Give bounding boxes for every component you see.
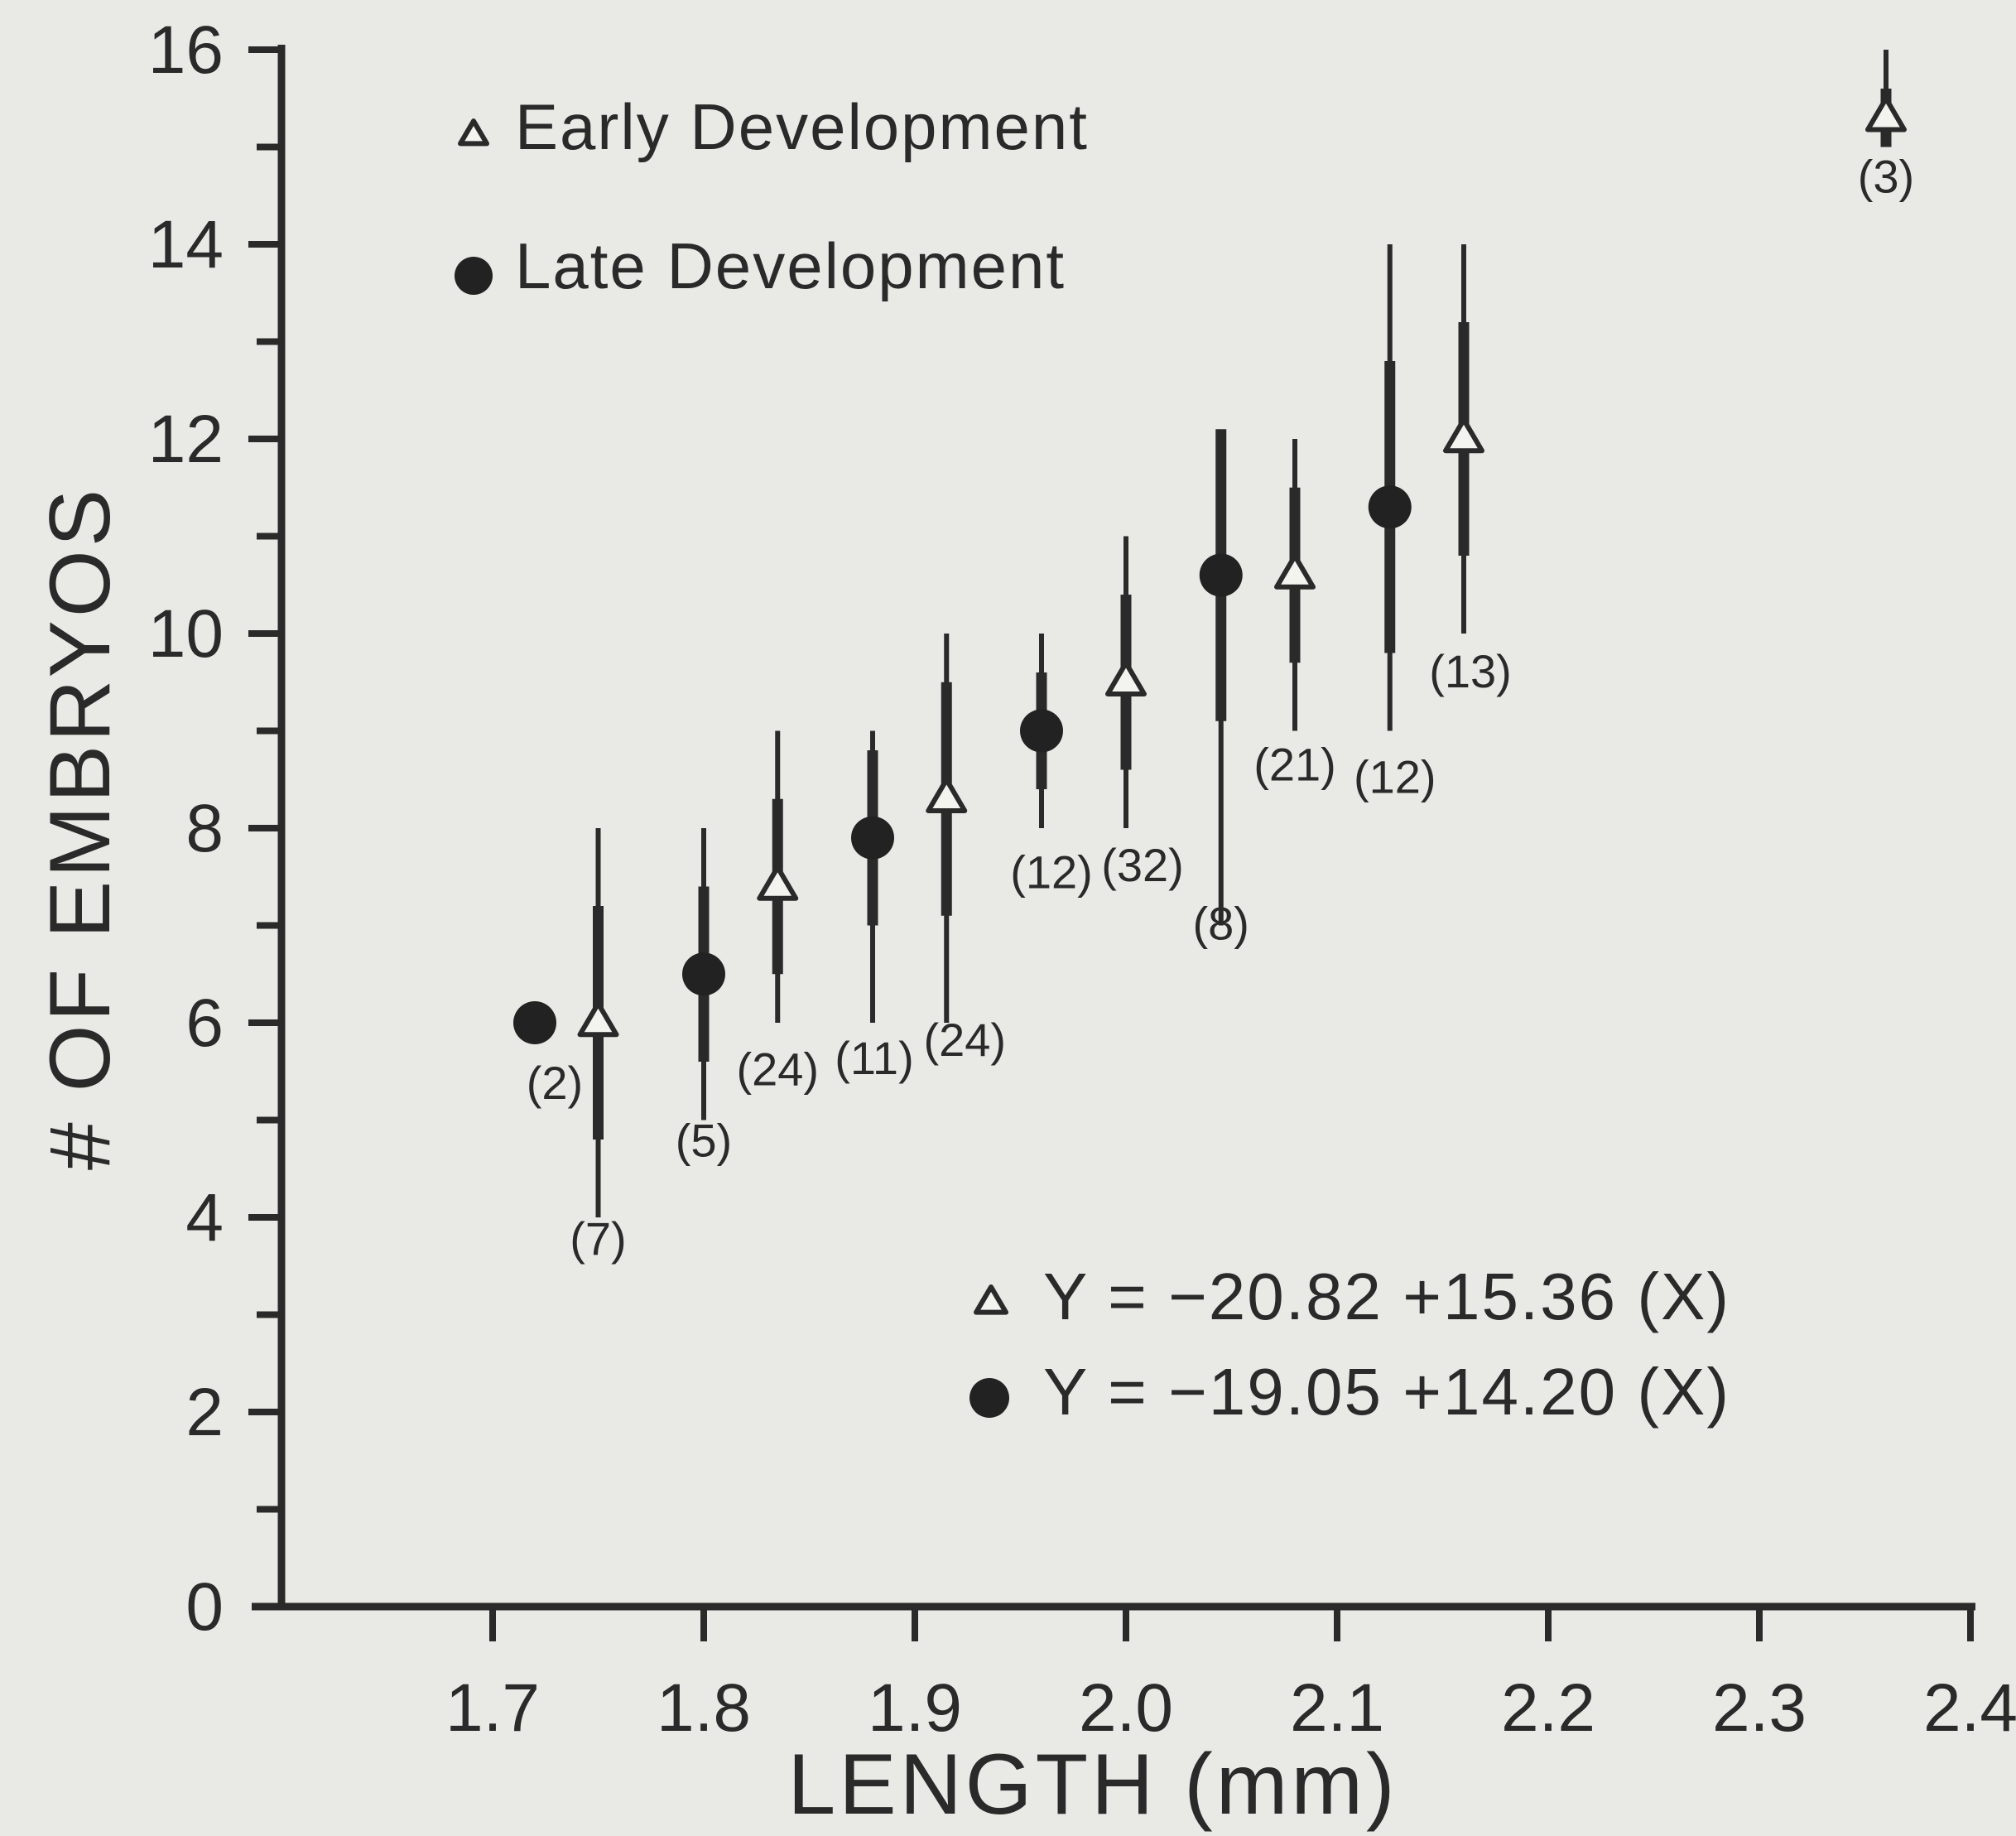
triangle-marker (1443, 417, 1484, 454)
triangle-marker (926, 777, 968, 813)
triangle-marker (757, 865, 799, 901)
x-tick-label: 2.2 (1501, 1670, 1595, 1746)
x-tick-label: 2.1 (1290, 1670, 1384, 1746)
circle-marker (682, 952, 725, 996)
sample-size-label: (7) (570, 1212, 626, 1265)
sample-size-label: (3) (1858, 150, 1914, 202)
equation-triangle-icon (974, 1284, 1008, 1315)
x-tick-label: 2.3 (1712, 1670, 1807, 1746)
circle-marker (851, 816, 894, 860)
circle-marker (1368, 485, 1412, 529)
y-tick-label: 14 (148, 207, 224, 282)
y-tick-label: 4 (185, 1180, 224, 1255)
axes: 0 2 4 6 8 10 12 14 16 1.7 1.8 1.9 2.0 2.1 2.2 2.3 2.4 LEN… (32, 12, 2016, 1833)
y-tick-label: 2 (185, 1375, 224, 1450)
legend-late-label: Late Development (515, 229, 1066, 302)
sample-size-label: (12) (1010, 846, 1093, 899)
sample-size-label: (8) (1193, 898, 1249, 950)
x-tick-label: 1.9 (868, 1670, 962, 1746)
y-tick-label: 10 (148, 596, 224, 672)
sample-size-label: (21) (1253, 739, 1336, 791)
y-tick-label: 0 (185, 1569, 224, 1645)
sample-size-label: (11) (835, 1032, 913, 1084)
triangle-marker (577, 1000, 619, 1038)
x-tick-label: 2.0 (1079, 1670, 1173, 1746)
legend-triangle-icon (458, 118, 489, 147)
sample-size-label: (24) (923, 1014, 1006, 1066)
chart-marks: (7) (24) (24) (32) (21) (13) (3) (2) (5) (11) (12)… (513, 50, 1914, 1265)
y-tick-label: 12 (148, 402, 224, 477)
x-axis-title: LENGTH (mm) (787, 1737, 1398, 1833)
triangle-marker (1274, 553, 1316, 590)
equation-early: Y = −20.82 +15.36 (X) (1043, 1260, 1730, 1333)
x-tick-label: 2.4 (1923, 1670, 2016, 1746)
equations: Y = −20.82 +15.36 (X) Y = −19.05 +14.20 (… (970, 1260, 1730, 1429)
triangle-marker (1105, 660, 1147, 696)
sample-size-label: (5) (676, 1114, 732, 1166)
y-tick-label: 6 (185, 985, 224, 1061)
y-axis-title: # OF EMBRYOS (32, 486, 128, 1170)
sample-size-label: (13) (1429, 645, 1512, 697)
circle-marker (1199, 553, 1243, 597)
sample-size-label: (24) (736, 1043, 819, 1096)
legend-early-label: Early Development (515, 90, 1089, 163)
y-tick-label: 8 (185, 791, 224, 866)
triangle-marker (1865, 96, 1907, 133)
circle-marker (1020, 709, 1063, 753)
series-triangle: (7) (24) (24) (32) (21) (13) (3) (570, 50, 1914, 1265)
circle-marker (513, 1001, 556, 1044)
sample-size-label: (2) (527, 1057, 583, 1109)
legend: Early Development Late Development (455, 90, 1089, 302)
y-tick-label: 16 (148, 12, 224, 88)
equation-circle-icon (970, 1378, 1009, 1418)
legend-circle-icon (455, 257, 493, 295)
x-tick-label: 1.8 (657, 1670, 751, 1746)
sample-size-label: (32) (1101, 839, 1184, 891)
equation-late: Y = −19.05 +14.20 (X) (1043, 1355, 1730, 1429)
series-circle: (2) (5) (11) (12) (8) (12) (513, 244, 1436, 1166)
sample-size-label: (12) (1354, 750, 1436, 802)
x-tick-label: 1.7 (445, 1670, 540, 1746)
